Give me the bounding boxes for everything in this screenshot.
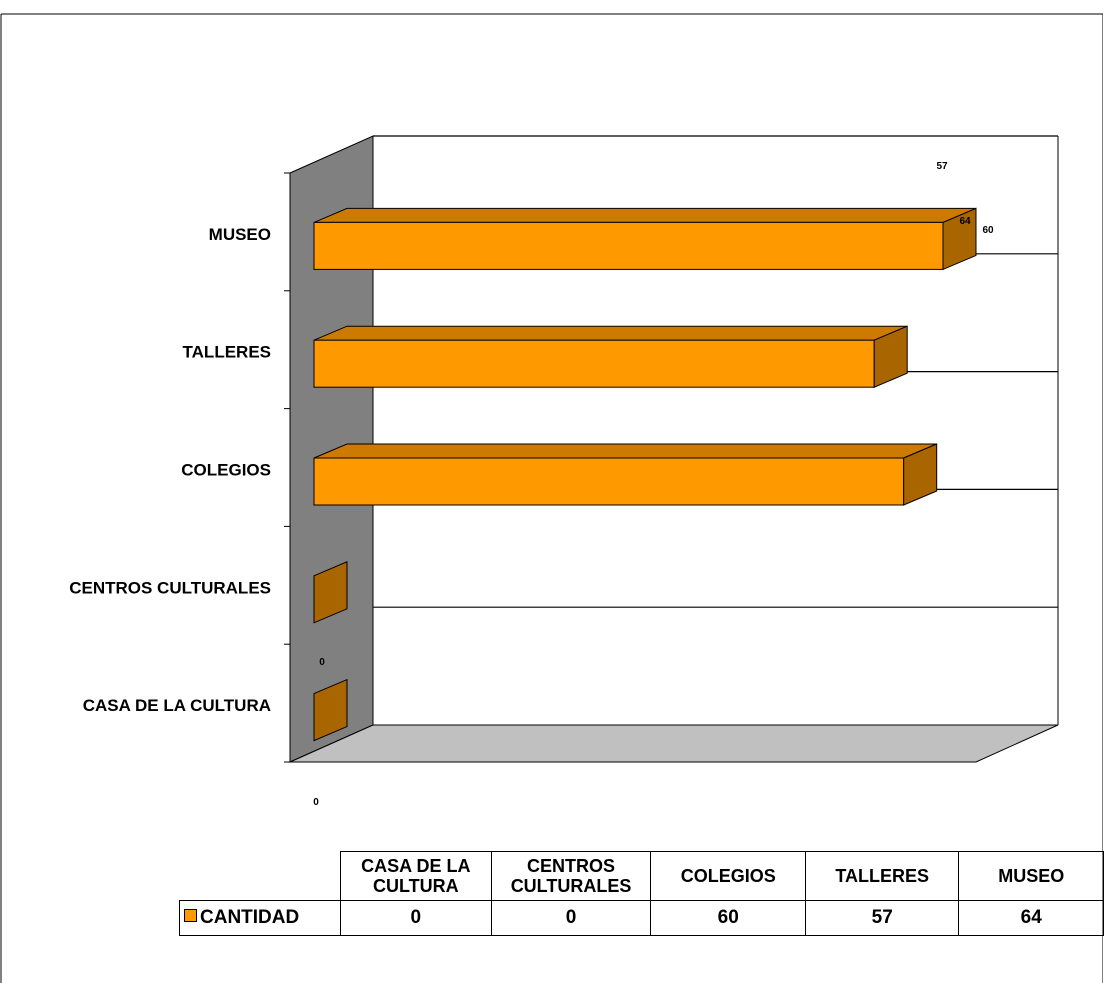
data-label: 60 (982, 225, 994, 236)
table-value-cell: 0 (490, 900, 652, 936)
table-header-cell: CENTROS CULTURALES (490, 851, 652, 901)
category-label: CENTROS CULTURALES (69, 578, 271, 597)
floor (289, 724, 1059, 763)
legend-entry: CANTIDAD (178, 900, 342, 936)
table-row: CANTIDAD 0 0 60 57 64 (178, 900, 1104, 936)
axis-tick-label: 0 (313, 797, 319, 808)
bar-casa-de-la-cultura (313, 678, 348, 742)
data-labels: 0 57 64 60 0 (313, 161, 994, 808)
bar-front-face (313, 221, 944, 270)
bars (313, 207, 977, 742)
bar-side-face (873, 325, 908, 388)
bar-museo (313, 207, 977, 271)
bar-colegios (313, 443, 938, 506)
category-label: CASA DE LA CULTURA (83, 696, 271, 715)
table-header-cell: MUSEO (958, 851, 1104, 901)
bar-top-face (313, 443, 937, 459)
table-header-cell: COLEGIOS (650, 851, 806, 901)
bar-front-face (313, 457, 905, 506)
data-label: 0 (319, 657, 325, 668)
table-value-cell: 57 (804, 900, 960, 936)
bar-centros-culturales (313, 561, 348, 624)
series-name: CANTIDAD (200, 907, 300, 928)
bar-talleres (313, 325, 908, 388)
table-value-cell: 0 (340, 900, 492, 936)
bar-side-face (942, 207, 977, 271)
category-labels: CASA DE LA CULTURA CENTROS CULTURALES COLE… (69, 225, 271, 715)
data-label: 64 (959, 216, 971, 227)
table-header-row: CASA DE LA CULTURA CENTROS CULTURALES CO… (180, 851, 1104, 901)
bar-side-face (903, 443, 938, 506)
category-label: COLEGIOS (181, 461, 271, 480)
table-corner (180, 852, 341, 901)
table-value-cell: 64 (958, 900, 1104, 936)
bar-top-face (313, 207, 977, 223)
legend-swatch-icon (184, 909, 197, 922)
table-value-cell: 60 (650, 900, 806, 936)
data-table: CASA DE LA CULTURA CENTROS CULTURALES CO… (178, 851, 1104, 936)
data-label: 57 (936, 161, 948, 172)
table-header-cell: TALLERES (804, 851, 960, 901)
category-label: TALLERES (183, 343, 271, 362)
bar-side-face (313, 561, 348, 624)
bar-top-face (313, 325, 908, 341)
bar-front-face (313, 339, 875, 388)
category-label: MUSEO (209, 225, 271, 244)
table-header-cell: CASA DE LA CULTURA (340, 851, 492, 901)
bar-side-face (313, 678, 348, 742)
